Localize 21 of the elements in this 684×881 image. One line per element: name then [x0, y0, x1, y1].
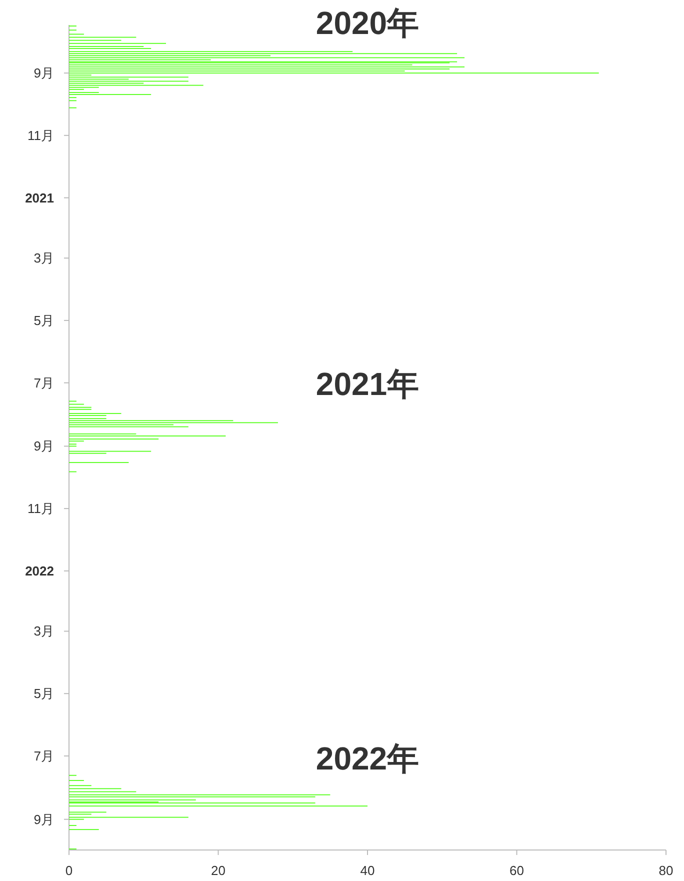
y-tick-label: 5月 [34, 686, 54, 702]
annotation: 2020年 [316, 5, 420, 41]
x-tick-label: 60 [510, 863, 524, 878]
y-tick-label: 7月 [34, 748, 54, 764]
y-tick-label: 11月 [28, 501, 54, 516]
x-tick-label: 80 [658, 863, 674, 878]
y-tick-label: 2021 [25, 190, 54, 206]
annotation: 2021年 [316, 366, 420, 402]
y-tick-label: 2022 [25, 563, 54, 578]
y-tick-label: 9月 [34, 812, 54, 827]
y-tick-label: 9月 [34, 66, 54, 81]
x-tick-label: 20 [211, 863, 226, 878]
x-tick-label: 40 [360, 863, 375, 878]
y-tick-label: 7月 [34, 375, 54, 390]
x-tick-label: 0 [65, 863, 73, 878]
y-tick-label: 3月 [34, 624, 54, 639]
y-tick-label: 5月 [34, 312, 54, 328]
annotation: 2022年 [316, 740, 420, 776]
y-tick-label: 11月 [28, 128, 54, 143]
y-tick-label: 3月 [34, 250, 54, 266]
y-tick-label: 9月 [34, 438, 54, 454]
